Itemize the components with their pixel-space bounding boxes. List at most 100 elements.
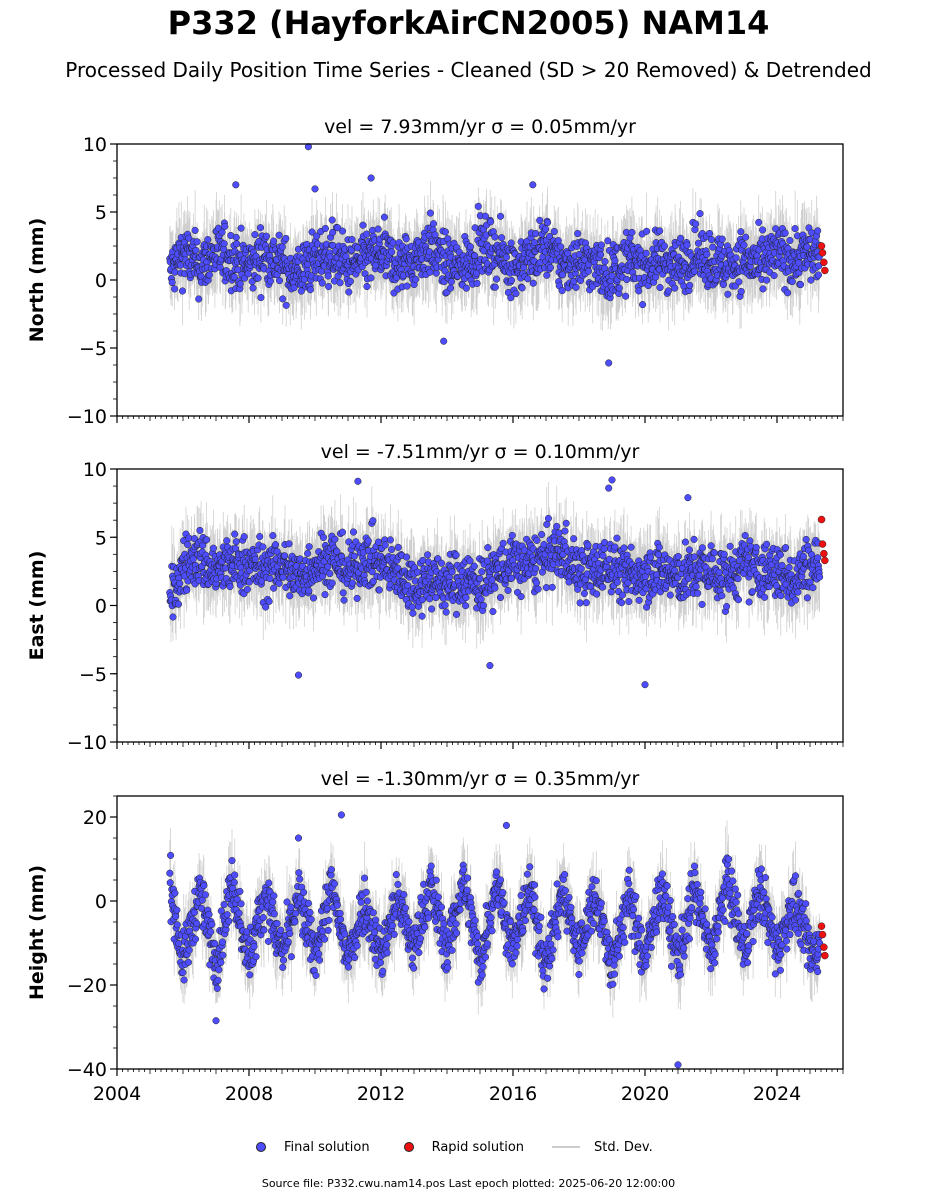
final-point <box>324 272 332 280</box>
final-point <box>707 542 715 550</box>
final-point <box>353 594 361 602</box>
final-point <box>168 278 176 287</box>
final-point <box>228 857 236 865</box>
final-point <box>424 551 432 559</box>
final-point <box>256 224 265 232</box>
final-point <box>403 282 411 290</box>
final-point <box>327 866 335 874</box>
y-axis-label: East (mm) <box>26 551 48 661</box>
final-point <box>462 594 470 602</box>
final-point <box>684 895 692 903</box>
outlier-point <box>232 181 240 189</box>
final-point <box>483 940 491 948</box>
final-point <box>742 233 750 241</box>
final-point <box>383 941 391 949</box>
final-point <box>279 295 287 303</box>
final-point <box>752 543 760 552</box>
final-point <box>243 585 251 593</box>
final-point <box>452 929 461 937</box>
final-point <box>707 236 716 244</box>
final-point <box>777 592 785 600</box>
final-point <box>770 272 778 280</box>
final-point <box>535 922 543 930</box>
rapid-point <box>821 266 829 275</box>
y-tick-label: 5 <box>95 202 107 224</box>
final-point <box>342 252 350 260</box>
final-point <box>715 568 723 576</box>
final-point <box>523 870 531 878</box>
final-point <box>363 897 371 905</box>
final-point <box>235 909 243 917</box>
final-point <box>270 237 278 245</box>
final-point <box>507 276 516 284</box>
final-point <box>426 209 434 217</box>
final-point <box>748 588 756 596</box>
final-point <box>582 599 590 607</box>
final-point <box>176 261 185 269</box>
final-point <box>287 953 295 961</box>
final-point <box>201 891 209 899</box>
final-point <box>264 937 272 945</box>
final-point <box>240 533 248 541</box>
final-point <box>546 264 554 272</box>
final-point <box>384 933 392 941</box>
final-point <box>359 221 367 229</box>
final-point <box>575 970 583 979</box>
final-point <box>476 575 484 583</box>
final-point <box>597 251 605 259</box>
final-point <box>610 970 619 978</box>
final-point <box>218 938 227 946</box>
final-point <box>466 243 474 251</box>
outlier-point <box>605 359 613 367</box>
final-point <box>338 227 347 235</box>
final-point <box>415 949 423 957</box>
final-point <box>305 587 313 595</box>
final-point <box>697 888 705 896</box>
final-point <box>685 546 693 554</box>
final-point <box>173 906 181 914</box>
final-point <box>613 534 621 542</box>
final-point <box>498 234 506 242</box>
final-point <box>444 963 452 972</box>
final-point <box>295 869 303 877</box>
outlier-point <box>486 662 494 670</box>
final-point <box>620 544 628 552</box>
final-point <box>654 551 663 559</box>
final-point <box>639 301 647 309</box>
final-point <box>374 225 382 233</box>
outlier-point <box>641 681 649 689</box>
final-point <box>442 608 450 616</box>
final-point <box>462 284 470 292</box>
final-point <box>426 595 434 603</box>
final-point <box>658 870 666 878</box>
final-point <box>296 875 304 883</box>
final-point <box>232 538 240 546</box>
y-tick-label: 0 <box>95 270 107 292</box>
final-point <box>803 243 811 251</box>
final-point <box>418 612 426 620</box>
final-point <box>410 964 418 972</box>
final-point <box>512 289 520 298</box>
final-point <box>589 919 598 928</box>
final-point <box>388 921 396 930</box>
final-point <box>642 249 650 257</box>
final-point <box>584 267 592 275</box>
final-point <box>169 613 177 621</box>
final-point <box>502 253 510 261</box>
final-point <box>190 908 198 916</box>
final-point <box>734 596 743 604</box>
final-point <box>340 596 348 604</box>
final-point <box>663 882 671 890</box>
outlier-point <box>608 476 616 484</box>
final-point <box>690 862 699 870</box>
final-point <box>204 236 212 244</box>
final-point <box>623 275 631 284</box>
final-point <box>223 911 231 919</box>
final-point <box>666 591 674 599</box>
final-point <box>173 921 181 929</box>
final-point <box>306 286 314 294</box>
final-point <box>180 976 188 984</box>
final-point <box>220 240 228 248</box>
y-tick-label: 10 <box>83 134 107 156</box>
